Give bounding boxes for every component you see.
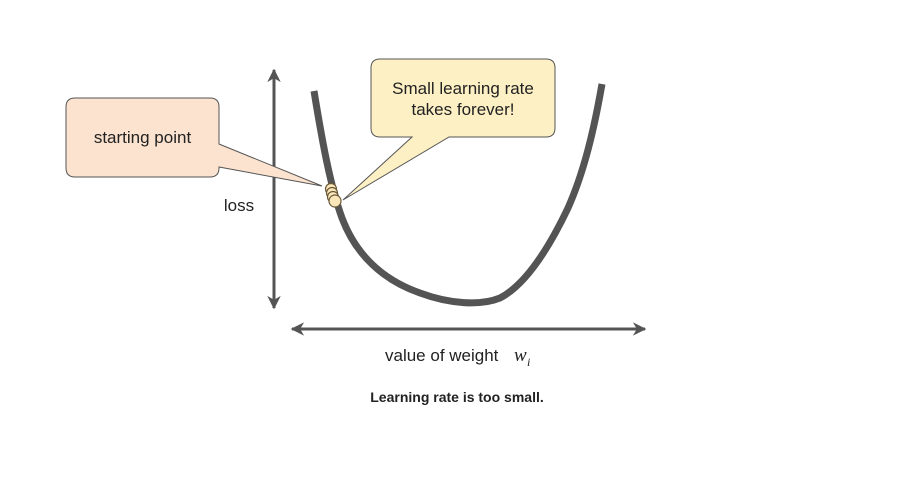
- figure-caption: Learning rate is too small.: [370, 389, 544, 405]
- starting-point-label: starting point: [94, 128, 192, 147]
- x-axis-label: value of weight: [385, 346, 499, 365]
- x-axis-variable-subscript: i: [527, 355, 530, 369]
- learning-rate-callout: [342, 58, 556, 201]
- y-axis-label: loss: [224, 196, 254, 215]
- gradient-steps: [324, 182, 342, 208]
- x-axis-variable: w: [514, 345, 527, 366]
- gradient-step-point: [328, 194, 342, 208]
- starting-point-callout: [65, 97, 323, 187]
- learning-rate-callout-line1: Small learning rate: [392, 79, 534, 98]
- learning-rate-callout-line2: takes forever!: [412, 100, 515, 119]
